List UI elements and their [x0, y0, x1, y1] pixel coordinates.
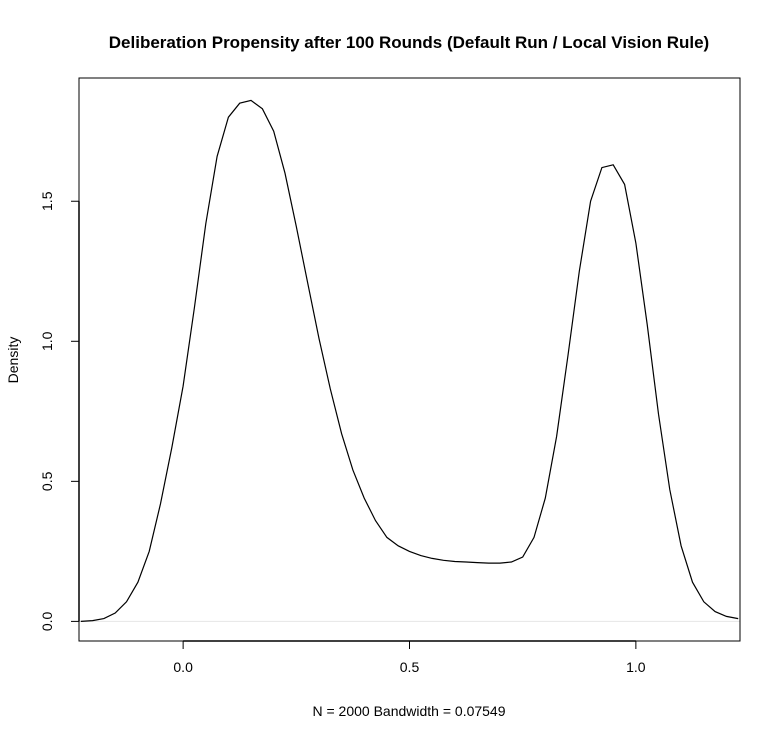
y-axis-label: Density: [5, 337, 21, 384]
plot-frame: [78, 77, 741, 642]
plot-area: [78, 77, 741, 642]
y-tick-label: 1.5: [39, 191, 55, 211]
y-axis: 0.0 0.5 1.0 1.5: [39, 191, 80, 631]
density-curve-0: [80, 99, 739, 622]
y-tick-label: 0.5: [39, 471, 55, 491]
x-tick-label: 1.0: [626, 659, 646, 675]
x-axis-label: N = 2000 Bandwidth = 0.07549: [312, 703, 505, 719]
x-axis: 0.0 0.5 1.0: [173, 640, 646, 675]
x-tick-label: 0.5: [400, 659, 420, 675]
y-tick-label: 1.0: [39, 331, 55, 351]
x-tick-label: 0.0: [173, 659, 193, 675]
y-tick-label: 0.0: [39, 611, 55, 631]
chart-title: Deliberation Propensity after 100 Rounds…: [109, 33, 709, 52]
